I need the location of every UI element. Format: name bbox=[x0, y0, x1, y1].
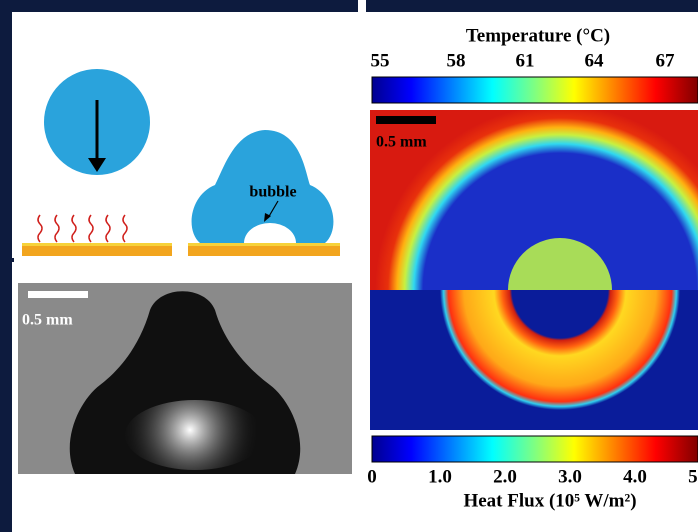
tick-label: 64 bbox=[585, 50, 605, 71]
substrate-edge bbox=[22, 243, 172, 246]
substrate-edge bbox=[188, 243, 340, 246]
tick-label: 0 bbox=[367, 466, 377, 487]
reflection bbox=[125, 400, 265, 470]
tick-label: 5.0 bbox=[688, 466, 698, 487]
colorbar-title: Temperature (°C) bbox=[466, 25, 610, 46]
figure: bubble 0.5 mm Temperature (°C) 55 58 61 64 6… bbox=[0, 0, 698, 532]
scale-bar bbox=[28, 291, 88, 298]
tick-label: 3.0 bbox=[558, 466, 582, 487]
tick-label: 67 bbox=[656, 50, 676, 71]
tick-label: 55 bbox=[371, 50, 390, 71]
heat-flux-map bbox=[370, 290, 698, 430]
colorbar bbox=[372, 436, 698, 462]
tick-label: 61 bbox=[516, 50, 535, 71]
tick-label: 4.0 bbox=[623, 466, 647, 487]
tick-label: 1.0 bbox=[428, 466, 452, 487]
colorbar-title: Heat Flux (10⁵ W/m²) bbox=[463, 490, 636, 511]
scale-label: 0.5 mm bbox=[22, 312, 73, 329]
tick-label: 58 bbox=[447, 50, 466, 71]
tick-label: 2.0 bbox=[493, 466, 517, 487]
scale-label: 0.5 mm bbox=[376, 134, 427, 151]
bubble-label: bubble bbox=[249, 184, 296, 201]
gap bbox=[358, 0, 366, 12]
colorbar bbox=[372, 77, 698, 103]
divider bbox=[0, 258, 14, 262]
scale-bar bbox=[376, 116, 436, 124]
